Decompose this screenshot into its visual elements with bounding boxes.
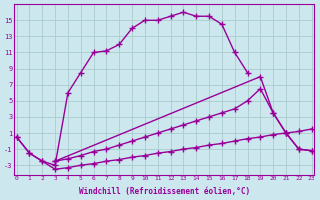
X-axis label: Windchill (Refroidissement éolien,°C): Windchill (Refroidissement éolien,°C) [79,187,250,196]
